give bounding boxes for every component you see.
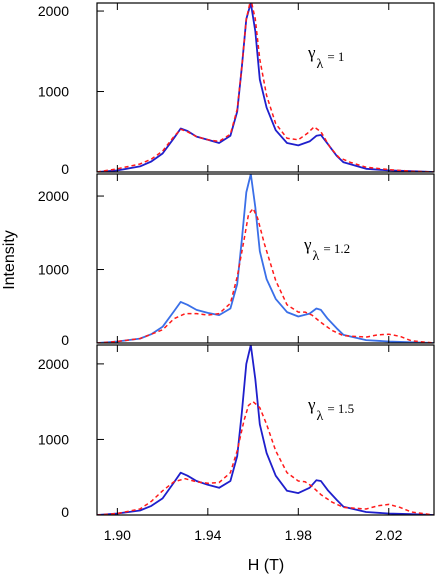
panel-2-series-2-dashed-line <box>97 207 434 343</box>
panel-frames-layer <box>96 2 435 516</box>
ticks-layer <box>97 3 390 516</box>
x-tick-label: 1.90 <box>104 527 131 543</box>
labels-layer: Intensity H (T) 0 1000 2000 γλ= 1 0 1000 2000 γ… <box>1 3 403 574</box>
panel-1-y-tick-label: 1000 <box>38 84 69 100</box>
x-tick-label: 1.94 <box>194 527 221 543</box>
x-tick-label: 1.98 <box>285 527 312 543</box>
panel-2-y-tick-label: 2000 <box>38 188 69 204</box>
series-layer <box>97 3 434 515</box>
panel-2-annotation: γλ= 1.2 <box>303 235 350 264</box>
panel-1-y-tick-label: 0 <box>61 161 69 177</box>
panel-3-series-1-solid-line <box>97 345 434 515</box>
panel-1-annotation: γλ= 1 <box>307 43 344 72</box>
panel-1-y-tick-label: 2000 <box>38 3 69 19</box>
panel-2-series-1-solid-line <box>97 174 434 343</box>
panel-2-y-tick-label: 1000 <box>38 262 69 278</box>
panel-3-series-2-dashed-line <box>97 400 434 515</box>
panel-3-y-tick-label: 2000 <box>38 356 69 372</box>
panel-1-series-1-solid-line <box>97 3 434 172</box>
panel-3-annotation: γλ= 1.5 <box>307 395 354 424</box>
panel-3-y-tick-label: 1000 <box>38 431 69 447</box>
x-axis-label: H (T) <box>248 557 284 574</box>
panel-3-frame <box>96 344 435 516</box>
x-tick-label: 2.02 <box>375 527 402 543</box>
panel-1-series-2-dashed-line <box>97 3 434 172</box>
panel-1-frame <box>96 2 435 173</box>
y-axis-label: Intensity <box>1 230 18 290</box>
panel-3-y-tick-label: 0 <box>61 504 69 520</box>
panel-2-frame <box>96 173 435 344</box>
panel-2-y-tick-label: 0 <box>61 332 69 348</box>
